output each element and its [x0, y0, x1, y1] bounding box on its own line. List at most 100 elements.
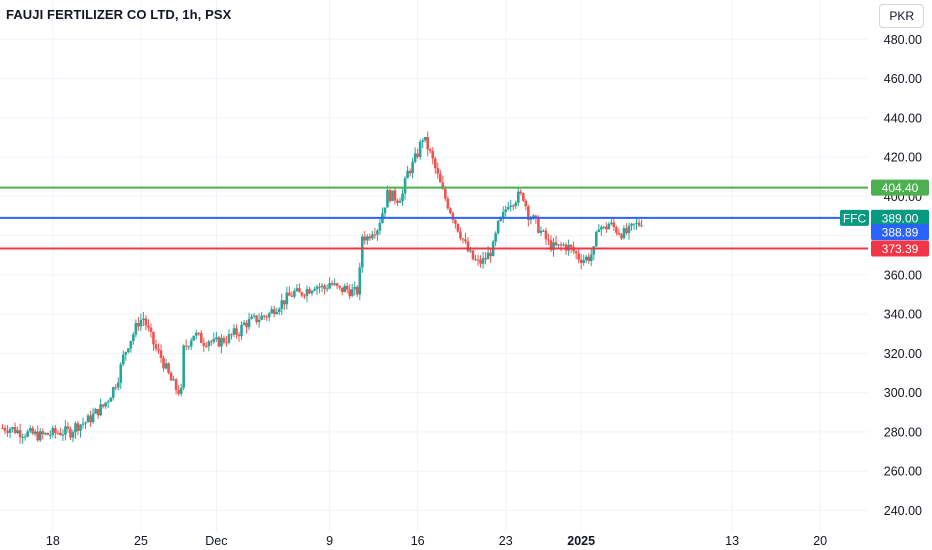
candle-body: [441, 182, 445, 189]
candle-body: [174, 379, 178, 391]
candle-body: [119, 364, 123, 383]
candle-body: [582, 260, 585, 263]
candle-body: [481, 258, 485, 264]
candle-body: [589, 254, 593, 262]
candle-body: [285, 292, 289, 305]
candle-body: [114, 387, 118, 389]
candle-body: [542, 230, 545, 232]
candle-body: [61, 434, 65, 436]
candle-body: [277, 309, 281, 313]
candle-body: [76, 423, 80, 431]
candle-body: [94, 409, 97, 414]
candle-body: [250, 316, 253, 319]
candle-body: [519, 191, 523, 194]
candle-body: [600, 227, 603, 230]
candle-body: [584, 256, 588, 261]
candle-body: [177, 390, 180, 394]
price-axis[interactable]: 240.00 260.00 280.00 300.00 320.00 340.00 360.…: [884, 33, 922, 518]
candle-body: [516, 191, 520, 203]
candle-body: [403, 178, 407, 194]
candle-body: [104, 402, 107, 407]
candle-body: [612, 222, 616, 228]
candle-body: [230, 334, 233, 336]
candle-body: [597, 229, 601, 232]
candle-body: [232, 328, 236, 335]
candle-body: [386, 190, 389, 208]
candle-body: [182, 345, 185, 388]
candle-body: [383, 207, 387, 214]
candle-body: [343, 285, 346, 293]
candle-body: [157, 348, 160, 351]
candle-body: [74, 423, 77, 433]
candle-body: [368, 236, 372, 239]
candle-body: [640, 225, 643, 227]
candle-body: [456, 223, 460, 232]
candle-body: [501, 211, 505, 218]
candle-body: [539, 230, 543, 233]
x-tick-label: 16: [411, 534, 425, 548]
candle-body: [527, 206, 530, 220]
candle-body: [607, 223, 611, 230]
candle-body: [484, 258, 487, 260]
candle-body: [562, 244, 565, 246]
blue-tag: [871, 224, 929, 241]
candle-body: [240, 324, 243, 337]
candle-body: [393, 190, 397, 201]
candle-body: [323, 285, 326, 289]
candle-body: [8, 429, 12, 433]
candle-body: [79, 424, 82, 431]
candle-body: [366, 236, 369, 241]
candle-body: [310, 290, 314, 294]
candle-body: [479, 259, 482, 264]
candle-body: [401, 193, 404, 202]
candle-body: [554, 242, 558, 246]
candle-body: [192, 335, 196, 341]
x-tick-label: Dec: [205, 534, 227, 548]
candle-body: [56, 432, 60, 434]
candle-body: [127, 348, 130, 353]
candle-body: [197, 332, 201, 334]
candle-body: [54, 427, 57, 433]
candle-body: [295, 288, 299, 291]
candle-body: [162, 357, 165, 369]
candle-body: [147, 325, 150, 328]
candle-body: [210, 341, 213, 343]
candle-body: [99, 404, 102, 416]
time-axis[interactable]: 18 25 Dec 9 16 23 2025 13 20: [46, 534, 827, 548]
candle-body: [514, 202, 518, 207]
candle-body: [622, 228, 626, 239]
x-tick-label: 23: [499, 534, 513, 548]
candle-body: [217, 337, 221, 347]
candle-body: [36, 431, 40, 441]
candle-body: [121, 354, 125, 365]
candle-body: [247, 318, 251, 328]
resistance-tag-label: 404.40: [882, 181, 919, 195]
currency-button[interactable]: PKR: [879, 4, 924, 28]
candle-body: [587, 256, 591, 262]
candle-body: [504, 209, 508, 212]
candle-body: [411, 161, 414, 174]
candle-body: [355, 287, 359, 295]
horizontal-lines[interactable]: [0, 186, 868, 250]
candle-body: [438, 173, 442, 183]
candle-body: [398, 201, 402, 203]
candle-body: [506, 206, 510, 210]
candle-body: [408, 170, 412, 174]
candle-body: [179, 387, 183, 394]
candle-body: [358, 267, 362, 295]
candle-body: [164, 363, 168, 369]
candle-body: [471, 250, 475, 260]
candle-body: [69, 428, 72, 438]
x-tick-label: 25: [134, 534, 148, 548]
candle-body: [496, 220, 500, 234]
y-tick-label: 420.00: [884, 151, 922, 165]
candle-body: [318, 286, 321, 288]
y-tick-label: 480.00: [884, 33, 922, 47]
candle-body: [43, 433, 47, 435]
candle-body: [227, 334, 231, 343]
candle-body: [340, 287, 344, 293]
candle-body: [529, 218, 533, 220]
candle-body: [46, 433, 50, 435]
ticker-symbol-tag: [840, 209, 869, 226]
